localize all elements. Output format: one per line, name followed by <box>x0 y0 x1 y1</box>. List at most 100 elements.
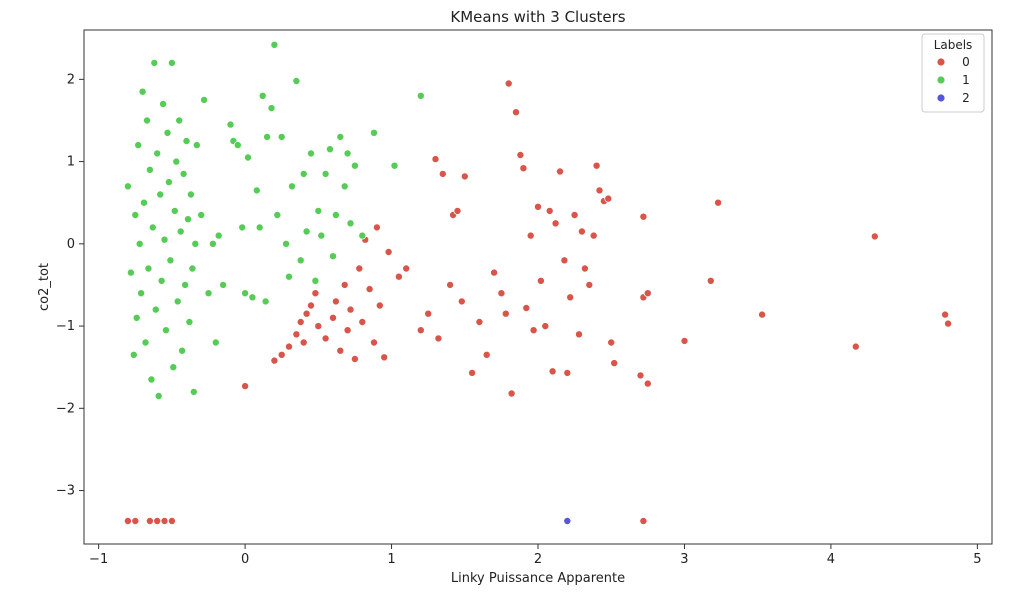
data-point-cluster-0 <box>384 247 393 256</box>
data-point-cluster-0 <box>343 326 352 335</box>
data-point-cluster-1 <box>340 182 349 191</box>
data-point-cluster-1 <box>160 235 169 244</box>
data-point-cluster-1 <box>137 289 146 298</box>
x-axis-ticks: −1 0 1 2 3 4 5 <box>89 544 981 567</box>
data-point-cluster-1 <box>219 280 228 289</box>
data-point-cluster-1 <box>150 58 159 67</box>
data-point-cluster-0 <box>497 289 506 298</box>
x-tick-label: 1 <box>387 552 395 567</box>
data-point-cluster-1 <box>258 91 267 100</box>
data-point-cluster-1 <box>369 128 378 137</box>
data-point-cluster-1 <box>145 165 154 174</box>
data-point-cluster-1 <box>270 40 279 49</box>
data-point-cluster-0 <box>548 367 557 376</box>
x-tick-label: 4 <box>827 552 835 567</box>
data-point-cluster-0 <box>545 206 554 215</box>
x-axis-label: Linky Puissance Apparente <box>451 571 625 586</box>
data-point-cluster-0 <box>529 326 538 335</box>
data-point-cluster-0 <box>350 354 359 363</box>
data-point-cluster-1 <box>296 256 305 265</box>
data-point-cluster-0 <box>522 303 531 312</box>
data-point-cluster-0 <box>706 276 715 285</box>
data-point-cluster-1 <box>255 223 264 232</box>
data-point-cluster-0 <box>643 289 652 298</box>
data-point-cluster-1 <box>156 190 165 199</box>
data-point-cluster-1 <box>252 186 261 195</box>
data-point-cluster-0 <box>365 285 374 294</box>
data-point-cluster-1 <box>314 206 323 215</box>
data-point-cluster-1 <box>164 178 173 187</box>
data-point-cluster-1 <box>185 317 194 326</box>
data-point-cluster-0 <box>416 326 425 335</box>
data-point-cluster-1 <box>233 141 242 150</box>
data-point-cluster-1 <box>175 116 184 125</box>
legend-marker-2 <box>936 93 946 103</box>
data-point-cluster-0 <box>604 194 613 203</box>
data-point-cluster-1 <box>226 120 235 129</box>
data-point-cluster-1 <box>123 182 132 191</box>
data-point-cluster-1 <box>346 219 355 228</box>
data-point-cluster-1 <box>148 223 157 232</box>
legend-box <box>921 33 985 113</box>
y-tick-label: −3 <box>56 484 75 499</box>
data-point-cluster-0 <box>758 310 767 319</box>
data-point-cluster-0 <box>402 264 411 273</box>
data-point-cluster-1 <box>336 132 345 141</box>
data-point-cluster-1 <box>321 169 330 178</box>
data-point-cluster-0 <box>431 155 440 164</box>
data-point-cluster-0 <box>639 517 648 526</box>
data-point-cluster-1 <box>131 210 140 219</box>
data-point-cluster-0 <box>468 368 477 377</box>
data-point-cluster-0 <box>610 359 619 368</box>
data-points <box>123 40 953 526</box>
legend-label-1: 1 <box>962 73 970 87</box>
data-point-cluster-1 <box>328 252 337 261</box>
x-tick-label: 0 <box>241 552 249 567</box>
data-point-cluster-0 <box>556 167 565 176</box>
x-tick-label: 2 <box>534 552 542 567</box>
data-point-cluster-1 <box>292 77 301 86</box>
legend-marker-0 <box>936 57 946 67</box>
data-point-cluster-1 <box>135 239 144 248</box>
y-tick-label: 0 <box>67 237 75 252</box>
data-point-cluster-1 <box>153 149 162 158</box>
data-point-cluster-0 <box>460 172 469 181</box>
data-point-cluster-0 <box>512 108 521 117</box>
data-point-cluster-0 <box>563 368 572 377</box>
data-point-cluster-0 <box>314 322 323 331</box>
data-point-cluster-1 <box>147 375 156 384</box>
data-point-cluster-0 <box>457 297 466 306</box>
data-point-cluster-0 <box>424 309 433 318</box>
data-point-cluster-1 <box>138 87 147 96</box>
data-point-cluster-1 <box>284 272 293 281</box>
data-point-cluster-0 <box>369 338 378 347</box>
data-point-cluster-1 <box>390 161 399 170</box>
chart-title: KMeans with 3 Clusters <box>450 8 625 26</box>
data-point-cluster-1 <box>261 297 270 306</box>
data-point-cluster-0 <box>321 334 330 343</box>
data-point-cluster-1 <box>170 206 179 215</box>
data-point-cluster-0 <box>570 210 579 219</box>
data-point-cluster-0 <box>453 206 462 215</box>
data-point-cluster-1 <box>172 157 181 166</box>
data-point-cluster-1 <box>151 305 160 314</box>
data-point-cluster-0 <box>292 330 301 339</box>
data-point-cluster-1 <box>178 346 187 355</box>
data-point-cluster-0 <box>714 198 723 207</box>
data-point-cluster-0 <box>607 338 616 347</box>
y-tick-label: −1 <box>56 319 75 334</box>
data-point-cluster-1 <box>358 231 367 240</box>
data-point-cluster-1 <box>192 141 201 150</box>
data-point-cluster-0 <box>526 231 535 240</box>
data-point-cluster-0 <box>284 342 293 351</box>
data-point-cluster-1 <box>182 136 191 145</box>
data-point-cluster-0 <box>153 517 162 526</box>
data-point-cluster-1 <box>188 264 197 273</box>
data-point-cluster-0 <box>577 227 586 236</box>
data-point-cluster-1 <box>306 149 315 158</box>
data-point-cluster-1 <box>189 387 198 396</box>
data-point-cluster-0 <box>501 309 510 318</box>
data-point-cluster-1 <box>169 363 178 372</box>
data-point-cluster-1 <box>325 145 334 154</box>
data-point-cluster-0 <box>306 301 315 310</box>
